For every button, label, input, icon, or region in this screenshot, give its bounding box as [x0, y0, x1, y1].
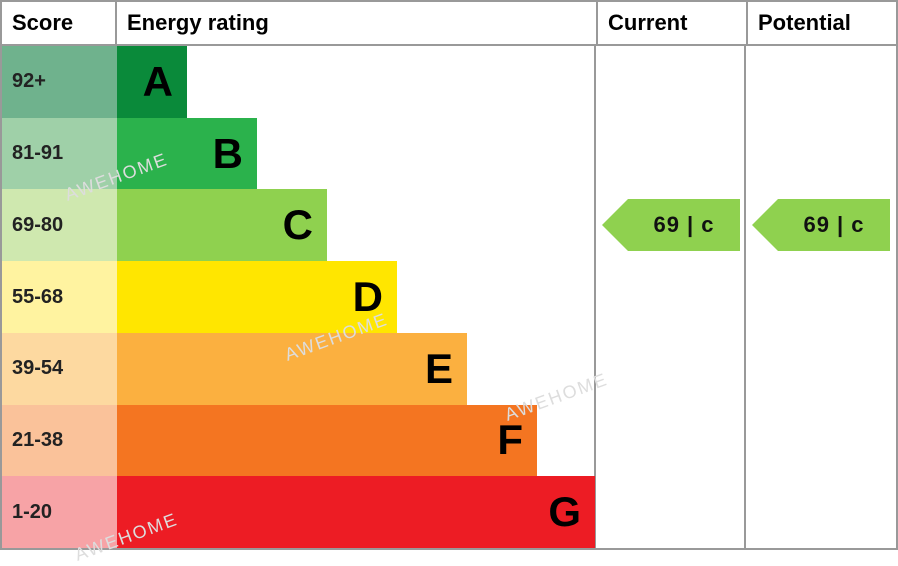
- header-row: Score Energy rating Current Potential: [2, 2, 896, 46]
- band-score: 1-20: [2, 476, 117, 548]
- band-letter: C: [283, 201, 313, 249]
- energy-rating-chart: Score Energy rating Current Potential 92…: [0, 0, 898, 550]
- header-potential: Potential: [746, 2, 896, 44]
- band-bar: F: [117, 405, 537, 477]
- current-pointer: 69 | c: [602, 199, 740, 251]
- band-letter: G: [548, 488, 581, 536]
- band-row: 1-20 G: [2, 476, 896, 548]
- band-row: 39-54 E: [2, 333, 896, 405]
- band-score: 81-91: [2, 118, 117, 190]
- band-letter: B: [213, 130, 243, 178]
- band-score: 55-68: [2, 261, 117, 333]
- band-bar: C: [117, 189, 327, 261]
- potential-pointer-label: 69 | c: [778, 199, 890, 251]
- band-letter: F: [497, 416, 523, 464]
- band-score: 21-38: [2, 405, 117, 477]
- band-bar: G: [117, 476, 595, 548]
- band-bar: A: [117, 46, 187, 118]
- band-score: 39-54: [2, 333, 117, 405]
- band-score: 69-80: [2, 189, 117, 261]
- band-score: 92+: [2, 46, 117, 118]
- band-bar: D: [117, 261, 397, 333]
- band-row: 92+ A: [2, 46, 896, 118]
- band-letter: D: [353, 273, 383, 321]
- band-row: 21-38 F: [2, 405, 896, 477]
- potential-pointer: 69 | c: [752, 199, 890, 251]
- band-rows: 92+ A 81-91 B 69-80 C 55-68 D 39-54 E 21…: [2, 46, 896, 548]
- band-row: 81-91 B: [2, 118, 896, 190]
- header-score: Score: [2, 2, 117, 44]
- current-pointer-label: 69 | c: [628, 199, 740, 251]
- band-letter: E: [425, 345, 453, 393]
- header-rating: Energy rating: [117, 2, 596, 44]
- header-current: Current: [596, 2, 746, 44]
- band-letter: A: [143, 58, 173, 106]
- band-row: 55-68 D: [2, 261, 896, 333]
- band-bar: E: [117, 333, 467, 405]
- pointer-arrow-icon: [752, 199, 778, 251]
- chart-body: 92+ A 81-91 B 69-80 C 55-68 D 39-54 E 21…: [2, 46, 896, 548]
- pointer-arrow-icon: [602, 199, 628, 251]
- band-bar: B: [117, 118, 257, 190]
